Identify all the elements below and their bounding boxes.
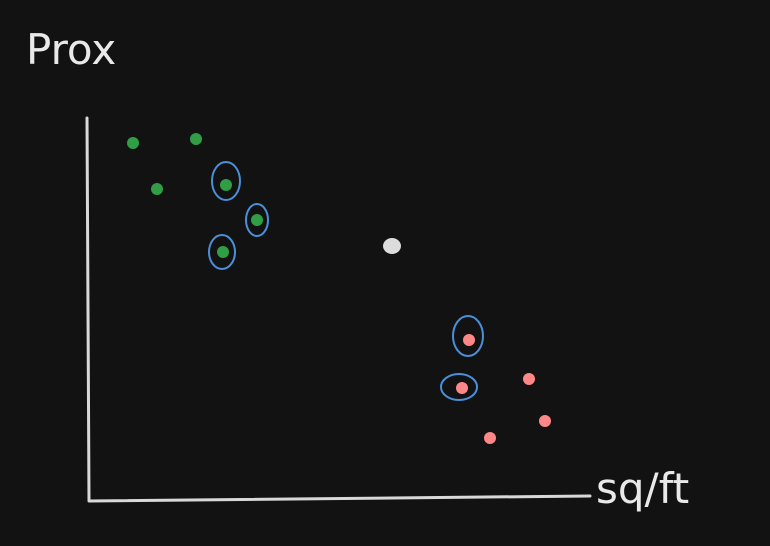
query-point [383, 238, 401, 254]
green-point [127, 137, 139, 149]
neighbor-highlight-ring [452, 315, 484, 357]
green-point [190, 133, 202, 145]
green-point [251, 214, 263, 226]
neighbor-highlight-ring [245, 203, 269, 237]
red-point [523, 373, 535, 385]
data-points [127, 133, 551, 444]
y-axis-line [85, 116, 91, 502]
neighbor-highlight-ring [440, 373, 478, 401]
green-point [220, 179, 232, 191]
red-point [484, 432, 496, 444]
red-point [456, 382, 468, 394]
red-point [463, 334, 475, 346]
green-point [217, 246, 229, 258]
neighbor-highlight-ring [211, 161, 241, 201]
neighbor-highlight-ring [208, 234, 236, 270]
x-axis-label: sq/ft [596, 464, 689, 513]
y-axis-label: Prox [26, 25, 116, 74]
green-point [151, 183, 163, 195]
red-point [539, 415, 551, 427]
x-axis-line [87, 494, 592, 503]
